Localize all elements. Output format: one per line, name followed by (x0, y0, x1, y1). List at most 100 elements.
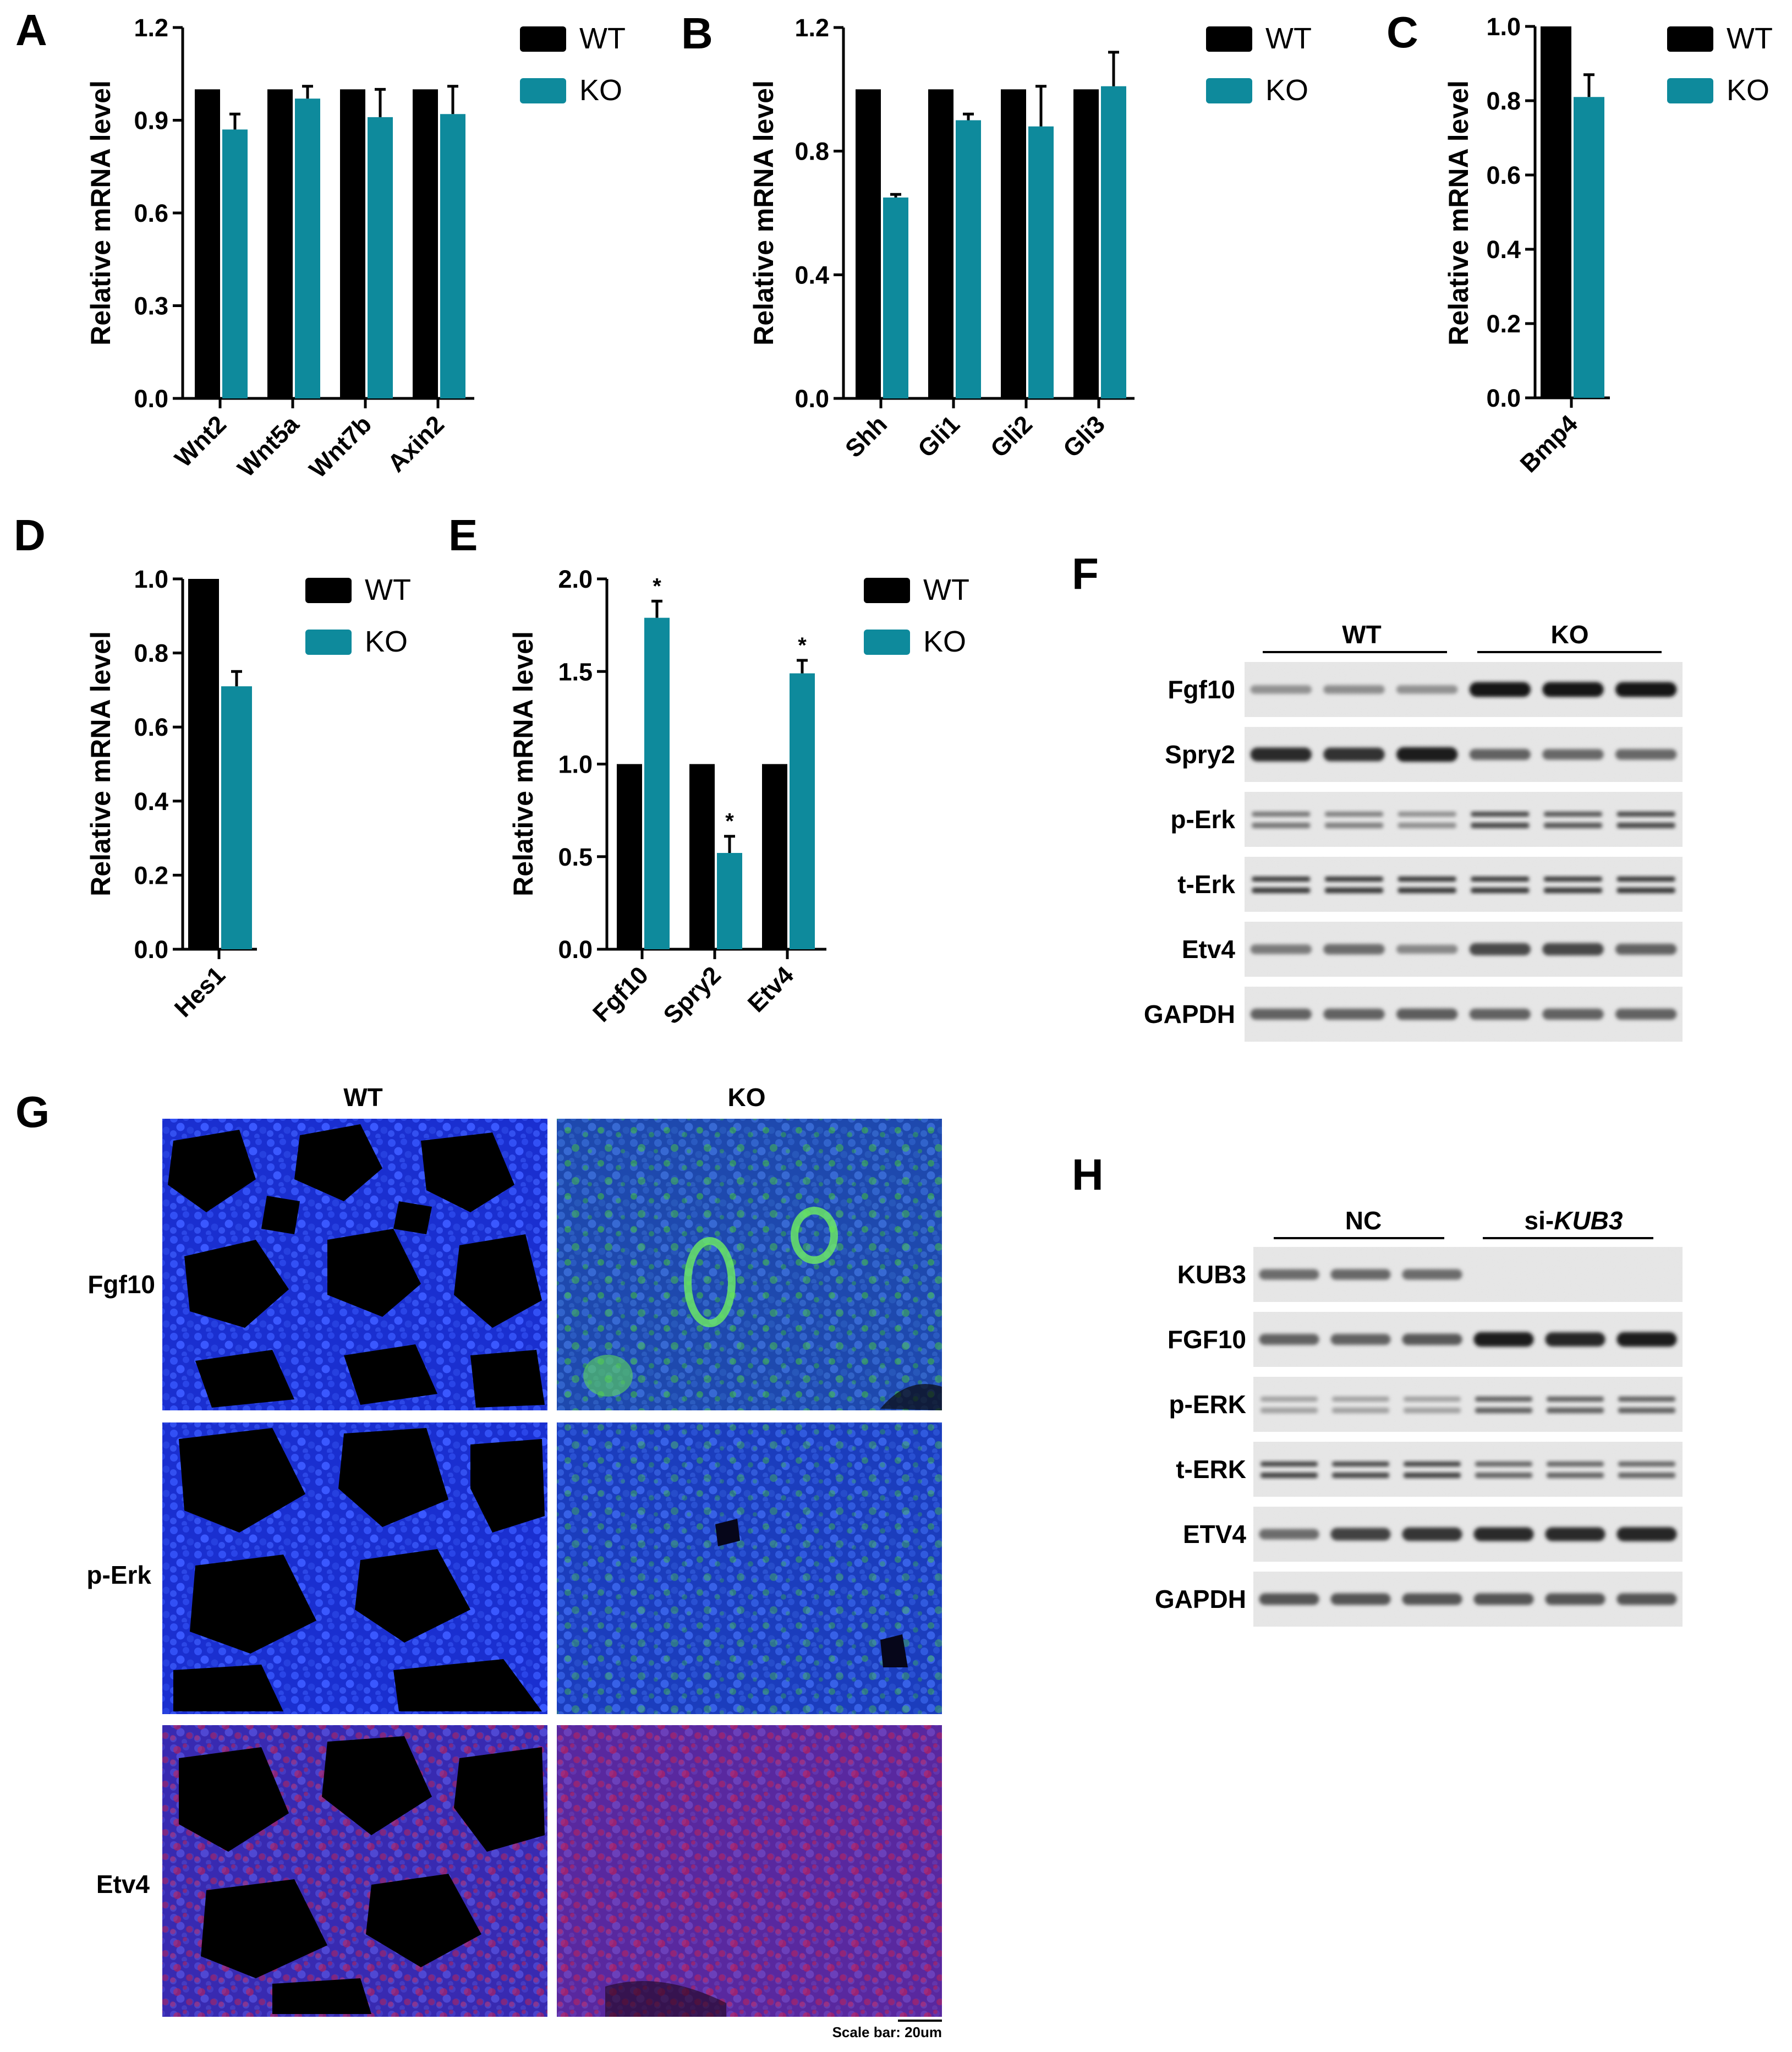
bar-chart-B: B 0.0 0.4 0.8 1.2 Relative mRNA level Shh Gli1 G… (681, 9, 1312, 463)
panel-label-B: B (681, 9, 713, 58)
band (1473, 1332, 1534, 1347)
legend-swatch-wt (1206, 26, 1252, 52)
band (1323, 944, 1385, 955)
band (1398, 877, 1456, 882)
bar-chart-E: E 0.0 0.5 1.0 1.5 2.0 Relative mRNA level * Fgf1… (448, 511, 969, 1030)
band (1543, 812, 1603, 817)
band (1616, 1527, 1677, 1541)
legend: WT KO (1206, 22, 1312, 107)
band (1330, 1334, 1391, 1345)
band (1330, 1528, 1391, 1541)
y-axis-label: Relative mRNA level (1443, 80, 1474, 346)
group-label: si-KUB3 (1525, 1206, 1623, 1235)
x-tick-label: Wnt7b (304, 410, 377, 483)
band (1545, 1332, 1605, 1347)
band (1616, 877, 1675, 882)
legend-swatch-wt (305, 578, 352, 603)
bar-ko-wnt7b (368, 117, 393, 398)
blot-label: FGF10 (1168, 1325, 1246, 1354)
if-image-wt-etv4 (162, 1725, 547, 2017)
band (1471, 823, 1530, 828)
bar-chart-D: D 0.0 0.2 0.4 0.6 0.8 1.0 Relative mRNA level He… (14, 511, 411, 1022)
band (1398, 888, 1456, 893)
band (1250, 944, 1312, 954)
y-tick-label: 0.2 (134, 861, 168, 889)
bar-wt-wnt2 (195, 89, 220, 399)
western-blot-H: H NC si-KUB3 KUB3 FGF10 p-ERK t-ERK ETV4 GAPDH (1072, 1150, 1683, 1627)
x-tick-label: Wnt2 (169, 410, 232, 473)
blot-row-p-erk: p-Erk (1170, 792, 1683, 847)
band (1396, 685, 1458, 694)
legend-label-ko: KO (1727, 74, 1769, 107)
x-tick-label: Shh (840, 410, 892, 463)
y-axis-label: Relative mRNA level (85, 631, 116, 896)
band (1471, 888, 1530, 893)
legend-swatch-ko (305, 630, 352, 655)
band (1473, 1593, 1534, 1605)
band (1615, 1009, 1677, 1020)
y-tick-label: 0.6 (134, 199, 168, 227)
x-tick-label: Etv4 (742, 961, 799, 1017)
bar-ko-hes1 (221, 686, 252, 949)
legend-swatch-wt (520, 26, 566, 52)
band (1542, 943, 1604, 956)
blot-label: p-ERK (1169, 1390, 1246, 1419)
blot-label: GAPDH (1144, 1000, 1235, 1028)
if-row-etv4: Etv4 (96, 1870, 150, 1898)
legend-label-wt: WT (1265, 22, 1312, 55)
group-label: KO (1551, 620, 1589, 649)
band (1404, 1473, 1461, 1478)
blot-label: p-Erk (1170, 805, 1235, 834)
band (1252, 888, 1311, 893)
legend-label-wt: WT (923, 573, 969, 606)
bar-wt-wnt5a (267, 89, 293, 399)
band (1332, 1462, 1389, 1467)
y-tick-label: 0.0 (558, 935, 593, 964)
legend-swatch-wt (1667, 26, 1713, 52)
band (1250, 685, 1312, 694)
bar-wt-hes1 (188, 579, 219, 949)
band (1547, 1473, 1604, 1478)
band (1404, 1408, 1461, 1413)
significance-star: * (798, 633, 807, 658)
significance-star: * (725, 809, 734, 834)
band (1469, 943, 1531, 956)
band (1250, 1009, 1312, 1020)
blot-row-etv4: ETV4 (1183, 1507, 1683, 1562)
band (1323, 747, 1385, 762)
y-tick-label: 0.3 (134, 292, 168, 320)
panel-label-C: C (1387, 8, 1418, 57)
band (1332, 1397, 1389, 1402)
blot-row-t-erk: t-ERK (1176, 1442, 1683, 1497)
legend: WT KO (1667, 22, 1773, 107)
band (1547, 1397, 1604, 1402)
band (1402, 1269, 1462, 1280)
band (1471, 812, 1530, 817)
if-row-fgf10: Fgf10 (87, 1270, 155, 1299)
bar-wt-wnt7b (340, 89, 365, 399)
x-tick-label: Fgf10 (587, 961, 654, 1027)
y-tick-label: 1.0 (134, 565, 168, 593)
band (1324, 888, 1384, 893)
y-axis-label: Relative mRNA level (508, 631, 539, 896)
band (1259, 1529, 1319, 1540)
y-tick-label: 0.0 (134, 935, 168, 964)
blot-row-etv4: Etv4 (1182, 922, 1683, 977)
legend: WT KO (305, 573, 411, 658)
x-tick-label: Bmp4 (1515, 409, 1583, 478)
panel-label-G: G (15, 1087, 50, 1136)
blot-label: Etv4 (1182, 935, 1236, 964)
band (1402, 1593, 1462, 1605)
x-tick-label: Gli2 (985, 410, 1038, 463)
legend-label-wt: WT (365, 573, 411, 606)
band (1618, 1473, 1675, 1478)
if-image-ko-perk (557, 1422, 942, 1714)
x-tick-label: Hes1 (169, 961, 231, 1022)
y-tick-label: 0.6 (134, 713, 168, 741)
band (1545, 1593, 1605, 1605)
group-label: WT (1342, 620, 1382, 649)
y-tick-label: 1.2 (794, 14, 829, 42)
band (1475, 1408, 1532, 1413)
band (1616, 823, 1675, 828)
bar-ko-spry2 (717, 853, 742, 949)
